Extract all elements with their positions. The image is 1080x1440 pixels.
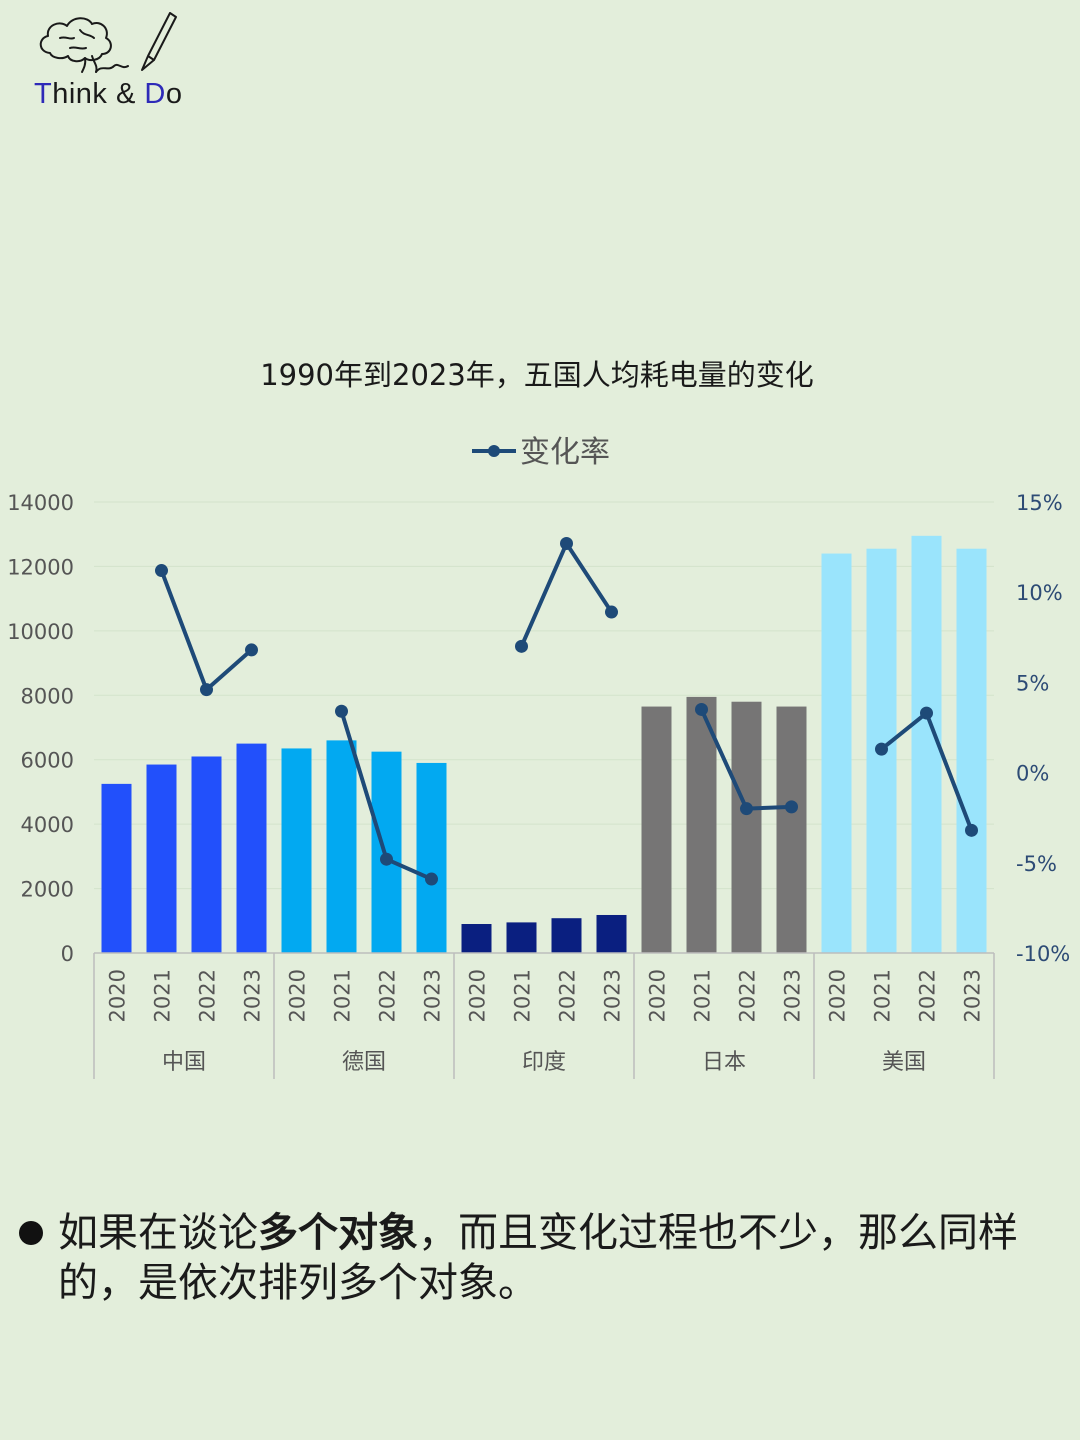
y-left-tick-label: 14000 xyxy=(7,491,74,515)
group-label: 美国 xyxy=(882,1050,926,1075)
y-right-tick-label: -10% xyxy=(1016,942,1070,966)
year-label: 2021 xyxy=(691,969,715,1022)
rate-marker xyxy=(380,852,393,866)
year-label: 2023 xyxy=(421,969,445,1022)
y-left-tick-label: 2000 xyxy=(21,878,74,902)
bar xyxy=(101,783,132,953)
year-label: 2020 xyxy=(286,969,310,1022)
y-right-tick-label: 0% xyxy=(1016,762,1049,786)
rate-marker xyxy=(155,564,168,578)
y-left-tick-label: 10000 xyxy=(7,620,74,644)
bullet-dot xyxy=(19,1221,43,1245)
rate-marker xyxy=(785,800,798,814)
year-label: 2021 xyxy=(151,969,175,1022)
year-label: 2023 xyxy=(961,969,985,1022)
chart-title: 1990年到2023年，五国人均耗电量的变化 xyxy=(260,358,814,392)
y-left-tick-label: 8000 xyxy=(21,684,74,708)
y-left-tick-label: 0 xyxy=(61,942,74,966)
year-label: 2021 xyxy=(511,969,535,1022)
y-right-tick-label: 5% xyxy=(1016,671,1049,695)
bar xyxy=(191,756,222,953)
legend-marker xyxy=(488,445,500,457)
group-label: 印度 xyxy=(522,1050,566,1075)
rate-marker xyxy=(560,536,573,550)
year-label: 2020 xyxy=(466,969,490,1022)
rate-marker xyxy=(245,643,258,657)
bullet-bold: 多个对象 xyxy=(258,1210,418,1256)
year-label: 2020 xyxy=(826,969,850,1022)
logo-text: Think & Do xyxy=(34,78,183,110)
y-left-tick-label: 12000 xyxy=(7,555,74,579)
rate-marker xyxy=(695,702,708,716)
legend-label: 变化率 xyxy=(520,435,610,470)
year-label: 2022 xyxy=(916,969,940,1022)
bar xyxy=(551,918,582,953)
rate-marker xyxy=(920,706,933,720)
group-label: 日本 xyxy=(702,1050,746,1075)
bar xyxy=(461,924,492,953)
bar xyxy=(686,696,717,953)
bar xyxy=(506,922,537,953)
year-label: 2021 xyxy=(331,969,355,1022)
year-label: 2022 xyxy=(736,969,760,1022)
bar xyxy=(776,706,807,953)
year-label: 2023 xyxy=(601,969,625,1022)
bar xyxy=(146,764,177,953)
year-label: 2023 xyxy=(241,969,265,1022)
rate-marker xyxy=(965,823,978,837)
group-label: 德国 xyxy=(342,1050,386,1075)
bar xyxy=(821,553,852,953)
y-right-tick-label: 15% xyxy=(1016,491,1063,515)
rate-marker xyxy=(335,704,348,718)
y-right-tick-label: 10% xyxy=(1016,581,1063,605)
year-label: 2020 xyxy=(106,969,130,1022)
bar xyxy=(326,740,357,953)
chart-legend: 变化率 xyxy=(472,435,610,470)
rate-marker xyxy=(200,683,213,697)
year-label: 2021 xyxy=(871,969,895,1022)
rate-marker xyxy=(740,802,753,816)
year-label: 2023 xyxy=(781,969,805,1022)
rate-marker xyxy=(515,639,528,653)
bullet-text: 如果在谈论多个对象，而且变化过程也不少，那么同样的，是依次排列多个对象。 xyxy=(58,1210,1018,1306)
bar xyxy=(956,548,987,953)
y-right-tick-label: -5% xyxy=(1016,852,1057,876)
bar xyxy=(596,914,627,953)
year-label: 2022 xyxy=(196,969,220,1022)
y-left-tick-label: 4000 xyxy=(21,813,74,837)
rate-marker xyxy=(875,742,888,756)
year-label: 2020 xyxy=(646,969,670,1022)
group-label: 中国 xyxy=(162,1050,206,1075)
rate-line xyxy=(159,569,253,692)
bar xyxy=(281,748,312,953)
rate-marker xyxy=(605,605,618,619)
brain-and-pen-icon xyxy=(39,12,177,73)
y-left-tick-label: 6000 xyxy=(21,749,74,773)
bar xyxy=(641,706,672,953)
bar xyxy=(236,743,267,953)
year-label: 2022 xyxy=(556,969,580,1022)
bar xyxy=(731,701,762,953)
year-label: 2022 xyxy=(376,969,400,1022)
rate-marker xyxy=(425,872,438,886)
bar xyxy=(416,762,447,953)
